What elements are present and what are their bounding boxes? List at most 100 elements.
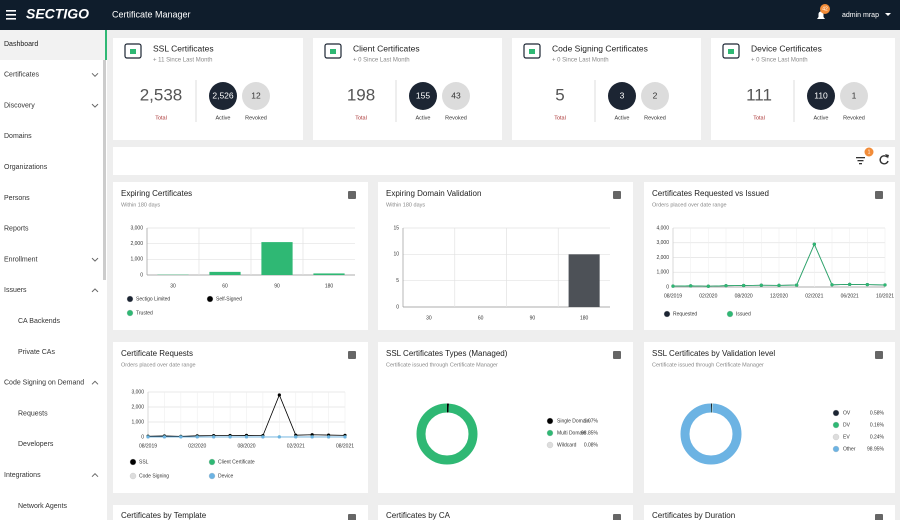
y-tick-label: 0 bbox=[666, 284, 669, 290]
y-tick-label: 3,000 bbox=[131, 389, 144, 395]
legend-swatch bbox=[206, 295, 214, 303]
active-circle bbox=[409, 82, 437, 110]
point bbox=[343, 435, 347, 439]
stat-revoked: 43 bbox=[451, 90, 461, 100]
y-tick-label: 2,000 bbox=[130, 241, 143, 247]
chart-menu[interactable] bbox=[875, 191, 883, 199]
chart-title: Certificates by Duration bbox=[652, 511, 735, 520]
x-tick-label: 60 bbox=[478, 315, 484, 321]
menu-button[interactable] bbox=[6, 10, 16, 20]
nav-item[interactable]: Discovery bbox=[4, 102, 35, 109]
refresh-icon bbox=[879, 155, 889, 165]
nav-item[interactable]: Certificates bbox=[4, 72, 40, 79]
nav-item[interactable]: Network Agents bbox=[18, 503, 68, 510]
legend-label: Sectigo Limited bbox=[136, 296, 170, 302]
chart-title: Certificate Requests bbox=[121, 349, 193, 358]
nav-item[interactable]: Developers bbox=[18, 441, 54, 448]
legend-label: Self-Signed bbox=[216, 296, 242, 302]
x-tick-label: 90 bbox=[530, 315, 536, 321]
point bbox=[812, 242, 816, 246]
x-tick-label: 08/2019 bbox=[139, 443, 157, 449]
point bbox=[244, 435, 249, 439]
y-tick-label: 1,000 bbox=[131, 419, 144, 425]
chevron bbox=[91, 288, 99, 293]
stat-active: 2,526 bbox=[212, 90, 234, 100]
sidebar bbox=[0, 30, 107, 520]
stat-icon-accent bbox=[330, 49, 336, 54]
nav-item[interactable]: Integrations bbox=[4, 472, 41, 479]
point bbox=[848, 282, 852, 286]
nav-item[interactable]: Issuers bbox=[4, 287, 27, 294]
point bbox=[865, 283, 869, 287]
point bbox=[212, 435, 216, 439]
user-name[interactable]: admin mrap bbox=[842, 12, 879, 19]
y-tick-label: 10 bbox=[393, 252, 399, 258]
nav-item[interactable]: CA Backends bbox=[18, 318, 61, 325]
legend-value: 98.95% bbox=[867, 446, 885, 452]
active-item bbox=[0, 30, 107, 60]
legend-swatch bbox=[546, 441, 554, 449]
chart-subtitle: Certificate issued through Certificate M… bbox=[386, 362, 498, 368]
stat-active-label: Active bbox=[615, 115, 630, 121]
nav-item[interactable]: Domains bbox=[4, 133, 32, 140]
chart-menu[interactable] bbox=[348, 191, 356, 199]
x-tick-label: 06/2021 bbox=[841, 293, 859, 299]
nav-item[interactable]: Organizations bbox=[4, 164, 48, 171]
y-tick-label: 1,000 bbox=[130, 257, 143, 263]
filter-button[interactable]: 1 bbox=[856, 147, 874, 165]
nav-item[interactable]: Reports bbox=[4, 226, 29, 233]
filter-badge bbox=[864, 147, 874, 157]
notifications[interactable]: 42 bbox=[817, 4, 830, 19]
legend-swatch bbox=[832, 445, 840, 453]
stat-revoked-label: Revoked bbox=[843, 115, 865, 121]
legend-swatch bbox=[129, 472, 137, 480]
nav-item[interactable]: Private CAs bbox=[18, 349, 55, 356]
stat-total-label: Total bbox=[554, 115, 566, 121]
chart-menu[interactable] bbox=[348, 351, 356, 359]
y-tick-label: 3,000 bbox=[656, 240, 669, 246]
legend-label: SSL bbox=[139, 459, 149, 465]
active-circle bbox=[608, 82, 636, 110]
x-tick-label: 08/2021 bbox=[336, 443, 354, 449]
legend-value: 0.16% bbox=[870, 422, 885, 428]
chart-title: SSL Certificates Types (Managed) bbox=[386, 349, 508, 358]
legend-label: Other bbox=[843, 446, 856, 452]
y-tick-label: 5 bbox=[396, 278, 399, 284]
menu-line bbox=[6, 10, 16, 12]
chart-card bbox=[113, 505, 368, 520]
legend-swatch bbox=[832, 409, 840, 417]
x-tick-label: 180 bbox=[325, 283, 334, 289]
stat-total: 2,538 bbox=[140, 85, 183, 104]
bar bbox=[209, 271, 241, 275]
x-tick-label: 30 bbox=[170, 283, 176, 289]
point bbox=[724, 284, 728, 288]
nav-item[interactable]: Persons bbox=[4, 195, 30, 202]
x-tick-label: 02/2020 bbox=[699, 293, 717, 299]
chart-menu[interactable] bbox=[348, 514, 356, 520]
point bbox=[310, 435, 314, 439]
user-caret[interactable] bbox=[885, 13, 891, 16]
stat-title: SSL Certificates bbox=[153, 43, 214, 53]
chart-menu[interactable] bbox=[613, 351, 621, 359]
donut-segment bbox=[680, 403, 742, 465]
nav-item[interactable]: Requests bbox=[18, 410, 48, 417]
stat-icon bbox=[324, 43, 342, 59]
nav-item[interactable]: Code Signing on Demand bbox=[4, 380, 84, 387]
refresh-button[interactable] bbox=[879, 154, 889, 165]
stat-active-label: Active bbox=[416, 115, 431, 121]
nav-item[interactable]: Dashboard bbox=[4, 41, 38, 48]
stat-revoked: 1 bbox=[852, 90, 857, 100]
chart-menu[interactable] bbox=[613, 191, 621, 199]
stat-active: 3 bbox=[620, 90, 625, 100]
point bbox=[277, 435, 281, 439]
point bbox=[795, 283, 799, 287]
chart-menu[interactable] bbox=[875, 351, 883, 359]
chart-title: Certificates by CA bbox=[386, 511, 451, 520]
chart-title: SSL Certificates by Validation level bbox=[652, 349, 775, 358]
nav-item[interactable]: Enrollment bbox=[4, 256, 38, 263]
bar bbox=[261, 242, 293, 275]
y-tick-label: 4,000 bbox=[656, 225, 669, 231]
chart-menu[interactable] bbox=[613, 514, 621, 520]
chart-menu[interactable] bbox=[875, 514, 883, 520]
legend-label: DV bbox=[843, 422, 851, 428]
